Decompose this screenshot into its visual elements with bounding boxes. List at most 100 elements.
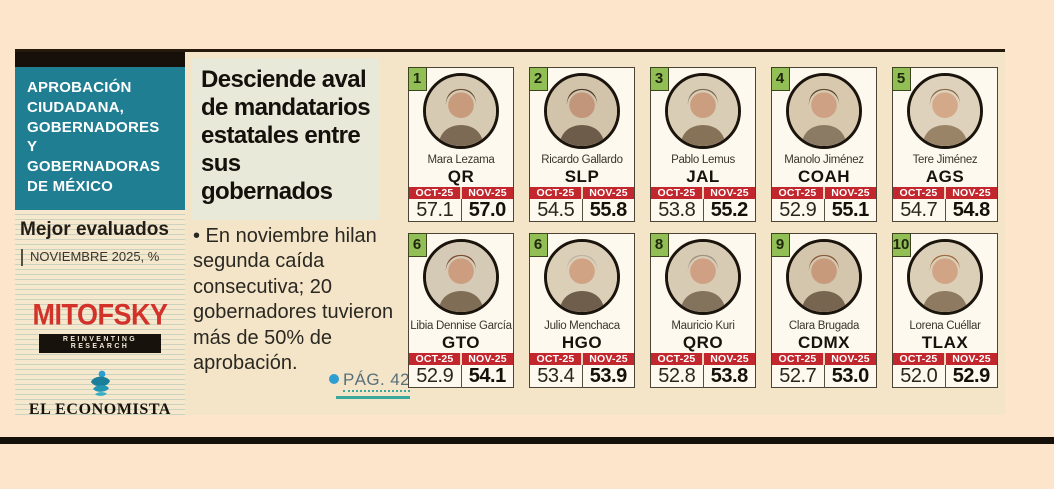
approval-values-row: 52.0 52.9: [893, 365, 997, 388]
oct-approval-value: 54.7: [893, 199, 946, 222]
portrait-photo-icon: [910, 76, 980, 146]
governor-card: 10 Lorena Cuéllar TLAX OCT-25 NOV-25 52.…: [891, 232, 998, 388]
governor-portrait: [544, 73, 620, 149]
governor-name: Ricardo Gallardo: [541, 154, 623, 166]
state-abbreviation: AGS: [925, 167, 965, 186]
oct-approval-value: 52.9: [409, 365, 462, 388]
portrait-photo-icon: [426, 76, 496, 146]
governor-portrait: [907, 239, 983, 315]
governor-name: Mara Lezama: [427, 154, 495, 166]
rank-badge: 6: [407, 232, 427, 257]
oct-approval-value: 52.8: [651, 365, 704, 388]
oct-header: OCT-25: [530, 353, 583, 365]
governor-portrait: [786, 239, 862, 315]
portrait-photo-icon: [668, 242, 738, 312]
nov-approval-value: 52.9: [952, 365, 990, 387]
nov-header: NOV-25: [462, 187, 513, 199]
portrait-photo-icon: [547, 76, 617, 146]
nov-header: NOV-25: [462, 353, 513, 365]
el-economista-swirl-icon: [91, 370, 110, 396]
nov-header: NOV-25: [704, 187, 755, 199]
oct-approval-value: 53.4: [530, 365, 583, 388]
survey-period: NOVIEMBRE 2025, %: [21, 248, 185, 266]
nov-approval-value: 55.8: [589, 199, 627, 221]
oct-approval-value: 53.8: [651, 199, 704, 222]
state-abbreviation: SLP: [564, 167, 600, 186]
oct-header: OCT-25: [772, 353, 825, 365]
governor-name: Julio Menchaca: [544, 320, 620, 332]
oct-header: OCT-25: [893, 187, 946, 199]
portrait-photo-icon: [547, 242, 617, 312]
oct-approval-value: 54.5: [530, 199, 583, 222]
rank-badge: 2: [528, 66, 548, 91]
oct-header: OCT-25: [893, 353, 946, 365]
mitofsky-logo: MITOFSKY REINVENTING RESEARCH: [15, 298, 185, 353]
approval-values-row: 52.8 53.8: [651, 365, 755, 388]
nov-header: NOV-25: [704, 353, 755, 365]
rank-badge: 3: [649, 66, 669, 91]
nov-approval-value: 55.1: [831, 199, 869, 221]
rank-badge: 5: [891, 66, 911, 91]
rank-badge: 1: [407, 66, 427, 91]
masthead-sidebar: APROBACIÓN CIUDADANA, GOBERNADORES Y GOB…: [15, 52, 185, 418]
governor-card: 6 Julio Menchaca HGO OCT-25 NOV-25 53.4 …: [528, 232, 635, 388]
state-abbreviation: COAH: [797, 167, 851, 186]
governor-portrait: [786, 73, 862, 149]
governor-card: 4 Manolo Jiménez COAH OCT-25 NOV-25 52.9…: [770, 66, 877, 222]
governor-portrait: [665, 239, 741, 315]
governor-name: Pablo Lemus: [671, 154, 735, 166]
sidebar-top-bar: [15, 52, 185, 67]
publisher-logo: EL ECONOMISTA: [15, 368, 185, 419]
nov-approval-value: 53.9: [589, 365, 627, 387]
governor-cards-grid: 1 Mara Lezama QR OCT-25 NOV-25 57.1 57.0…: [407, 66, 998, 388]
governor-card: 3 Pablo Lemus JAL OCT-25 NOV-25 53.8 55.…: [649, 66, 756, 222]
nov-approval-value: 57.0: [468, 199, 506, 221]
headline-box: Desciende aval de mandatarios estatales …: [192, 58, 379, 220]
governor-name: Tere Jiménez: [912, 154, 978, 166]
portrait-photo-icon: [426, 242, 496, 312]
portrait-photo-icon: [789, 76, 859, 146]
governor-portrait: [423, 73, 499, 149]
governor-name: Lorena Cuéllar: [909, 320, 981, 332]
governor-card: 2 Ricardo Gallardo SLP OCT-25 NOV-25 54.…: [528, 66, 635, 222]
nov-header: NOV-25: [825, 353, 876, 365]
oct-header: OCT-25: [409, 353, 462, 365]
month-header-row: OCT-25 NOV-25: [772, 353, 876, 365]
infographic-panel: APROBACIÓN CIUDADANA, GOBERNADORES Y GOB…: [15, 52, 1005, 418]
oct-approval-value: 52.9: [772, 199, 825, 222]
page-ref-label: PÁG. 42: [342, 370, 410, 392]
month-header-row: OCT-25 NOV-25: [893, 353, 997, 365]
state-abbreviation: TLAX: [921, 333, 969, 352]
nov-approval-value: 54.8: [952, 199, 990, 221]
rank-badge: 4: [770, 66, 790, 91]
approval-values-row: 54.5 55.8: [530, 199, 634, 222]
portrait-photo-icon: [910, 242, 980, 312]
portrait-photo-icon: [789, 242, 859, 312]
bottom-rule: [0, 437, 1054, 444]
approval-values-row: 54.7 54.8: [893, 199, 997, 222]
nov-header: NOV-25: [825, 187, 876, 199]
month-header-row: OCT-25 NOV-25: [651, 187, 755, 199]
rank-badge: 8: [649, 232, 669, 257]
governor-portrait: [907, 73, 983, 149]
governor-name: Manolo Jiménez: [784, 154, 864, 166]
rank-badge: 9: [770, 232, 790, 257]
page-reference: PÁG. 42: [295, 370, 410, 399]
state-abbreviation: HGO: [561, 333, 603, 352]
summary-text: • En noviembre hilan segunda caída conse…: [193, 225, 394, 374]
page-ref-underline: [336, 396, 410, 399]
month-header-row: OCT-25 NOV-25: [530, 187, 634, 199]
oct-header: OCT-25: [409, 187, 462, 199]
governor-card: 1 Mara Lezama QR OCT-25 NOV-25 57.1 57.0: [407, 66, 514, 222]
top-rule: [15, 49, 1005, 52]
nov-header: NOV-25: [946, 353, 997, 365]
approval-values-row: 52.9 55.1: [772, 199, 876, 222]
oct-header: OCT-25: [530, 187, 583, 199]
nov-approval-value: 54.1: [468, 365, 506, 387]
rank-badge: 6: [528, 232, 548, 257]
mitofsky-tagline: REINVENTING RESEARCH: [39, 333, 161, 353]
month-header-row: OCT-25 NOV-25: [409, 187, 513, 199]
governor-portrait: [544, 239, 620, 315]
oct-header: OCT-25: [651, 353, 704, 365]
state-abbreviation: CDMX: [797, 333, 851, 352]
